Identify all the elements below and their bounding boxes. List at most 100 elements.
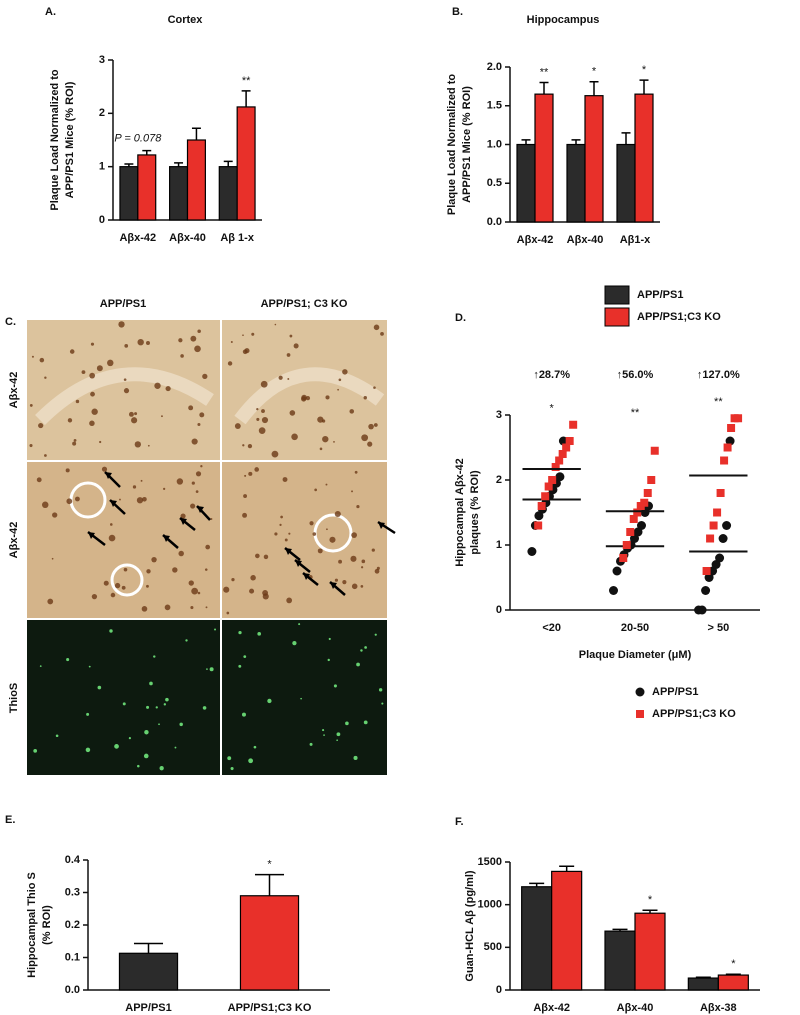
x-axis-label: Plaque Diameter (μM) [579, 649, 692, 661]
stain-dot [191, 438, 198, 445]
stain-dot [119, 498, 121, 501]
stain-dot [342, 580, 347, 585]
fluorescent-dot [241, 712, 246, 717]
stain-dot [371, 548, 375, 552]
x-tick-label: Aβx-40 [617, 1002, 654, 1014]
stain-dot [131, 417, 138, 424]
stain-dot [242, 444, 245, 447]
arrow-head [88, 532, 95, 539]
fluorescent-dot [292, 640, 297, 646]
fluorescent-dot [238, 664, 242, 668]
panel-letter: C. [5, 316, 16, 328]
fluorescent-dot [66, 658, 70, 662]
y-axis-label: APP/PS1 Mice (% ROI) [64, 81, 76, 198]
fluorescent-dot [158, 723, 160, 726]
stain-dot [180, 354, 184, 358]
x-tick-label: Aβx-40 [567, 234, 604, 246]
fluorescent-dot [206, 668, 208, 670]
data-point [647, 476, 656, 484]
y-tick-label: 0.0 [65, 984, 80, 996]
error-bar [133, 942, 164, 954]
data-point [622, 541, 631, 549]
fluorescent-dot [55, 734, 59, 738]
stain-dot [351, 532, 357, 538]
data-point [626, 528, 635, 536]
stain-dot [96, 365, 103, 372]
stain-dot [147, 444, 150, 447]
arrow-head [295, 560, 302, 567]
stain-dot [351, 490, 353, 493]
stain-dot [373, 423, 378, 427]
x-tick-label: Aβ 1-x [220, 232, 254, 244]
bar [516, 143, 536, 223]
stain-dot [242, 334, 244, 337]
stain-dot [101, 466, 108, 472]
stain-dot [110, 592, 116, 598]
error-bar [559, 865, 575, 872]
y-tick-label: 0.1 [65, 951, 80, 963]
stain-dot [29, 404, 33, 407]
annotation: ** [631, 407, 640, 419]
stain-dot [338, 559, 342, 564]
legend-swatch [635, 687, 645, 697]
fluorescent-dot [327, 658, 330, 662]
stain-dot [90, 391, 95, 397]
stain-dot [317, 416, 324, 423]
x-tick-label: Aβx-42 [119, 232, 156, 244]
x-tick-label: Aβx-38 [700, 1002, 737, 1014]
y-tick-label: 3 [99, 54, 105, 66]
stain-dot [288, 532, 291, 535]
stain-dot [338, 378, 342, 382]
stain-dot [31, 355, 34, 358]
bar [119, 166, 139, 221]
stain-dot [261, 416, 269, 424]
stain-dot [373, 324, 380, 331]
legend-label: APP/PS1 [652, 686, 698, 698]
data-point [722, 521, 732, 530]
stain-dot [360, 585, 364, 588]
stain-dot [36, 477, 42, 483]
data-point [723, 443, 732, 452]
stain-dot [44, 454, 47, 457]
x-tick-label: APP/PS1 [125, 1002, 171, 1014]
stain-dot [41, 501, 49, 509]
data-point [558, 450, 567, 458]
stain-dot [256, 408, 259, 411]
x-tick-label: > 50 [707, 622, 729, 634]
stain-dot [374, 568, 380, 574]
data-point [706, 534, 715, 543]
error-bar [621, 132, 631, 145]
y-tick-label: 2 [496, 474, 502, 486]
fluorescent-dot [230, 766, 234, 771]
data-point [697, 605, 707, 615]
y-tick-label: 0.0 [487, 216, 502, 228]
data-point [637, 521, 646, 530]
stain-dot [284, 538, 288, 542]
data-point [650, 446, 659, 455]
stain-dot [52, 512, 58, 518]
y-tick-label: 500 [484, 941, 502, 953]
y-tick-label: 0.2 [65, 919, 80, 931]
data-point [640, 498, 649, 507]
y-axis-label: Hippocampal Thio S [26, 872, 38, 978]
stain-dot [368, 423, 374, 430]
fluorescent-dot [353, 755, 358, 760]
error-bar [124, 163, 134, 167]
legend-label: APP/PS1 [637, 289, 683, 301]
stain-dot [29, 443, 33, 448]
fluorescent-dot [267, 698, 272, 704]
stain-dot [293, 343, 299, 349]
stain-dot [134, 412, 138, 416]
stain-dot [361, 559, 366, 564]
stain-dot [205, 606, 208, 609]
fluorescent-dot [336, 739, 338, 742]
stain-dot [190, 606, 194, 610]
stain-dot [132, 485, 137, 489]
stain-dot [91, 408, 98, 415]
legend-swatch [604, 307, 630, 327]
fluorescent-dot [298, 623, 301, 626]
stain-dot [342, 369, 348, 375]
stain-dot [349, 409, 355, 414]
fluorescent-dot [300, 697, 302, 700]
data-point [544, 482, 553, 491]
